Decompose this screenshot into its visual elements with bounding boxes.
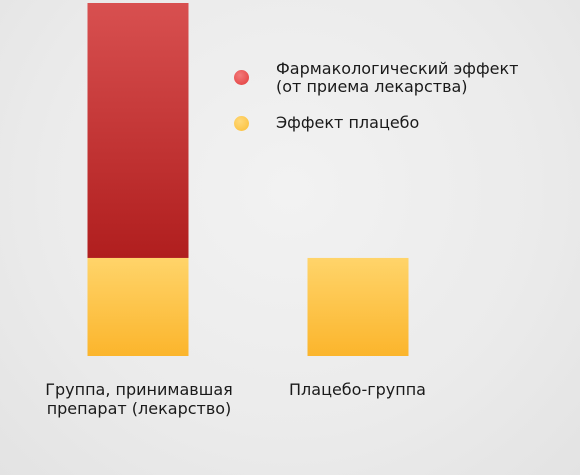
legend: Фармакологический эффект (от приема лека… [232,60,519,150]
category-label-placebo-group: Плацебо-группа [255,380,460,399]
legend-label-line: Фармакологический эффект [276,59,519,78]
legend-red-dot-icon [234,70,249,85]
category-label-line: Плацебо-группа [289,380,426,399]
bar-segment-placebo-placebo-group [307,257,409,356]
legend-label-line: Эффект плацебо [276,113,420,132]
category-label-line: препарат (лекарство) [46,399,232,418]
category-label-drug-group: Группа, принимавшая препарат (лекарство) [30,380,248,418]
category-label-line: Группа, принимавшая [45,380,233,399]
bar-segment-pharmacological-drug-group [87,3,189,258]
legend-label-line: (от приема лекарства) [276,77,468,96]
bar-segment-placebo-drug-group [87,257,189,356]
legend-yellow-dot-icon [234,116,249,131]
legend-item-placebo: Эффект плацебо [232,114,519,132]
legend-item-pharmacological: Фармакологический эффект (от приема лека… [232,60,519,96]
